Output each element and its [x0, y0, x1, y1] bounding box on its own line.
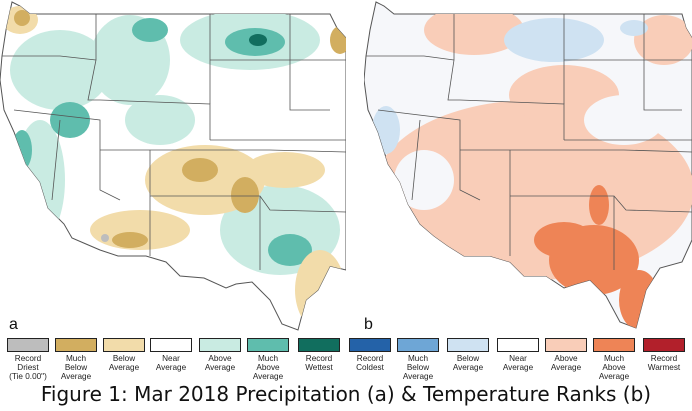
- legend-item: Below Average: [444, 338, 492, 372]
- legend-swatch: [349, 338, 391, 352]
- panel-letter-b: b: [364, 316, 373, 333]
- legend-swatch: [298, 338, 340, 352]
- legend-swatch: [199, 338, 241, 352]
- legend-label: Much Above Average: [252, 354, 284, 381]
- legend-swatch: [103, 338, 145, 352]
- legend-label: Near Average: [502, 354, 534, 372]
- legend-swatch: [447, 338, 489, 352]
- legend-swatch: [7, 338, 49, 352]
- state-boundaries: [2, 14, 346, 270]
- legend-item: Near Average: [494, 338, 542, 372]
- legend-swatch: [643, 338, 685, 352]
- legend-item: Above Average: [542, 338, 590, 372]
- legend-swatch: [247, 338, 289, 352]
- legend-label: Below Average: [108, 354, 140, 372]
- legend-item: Above Average: [196, 338, 244, 372]
- legend-label: Record Warmest: [647, 354, 681, 372]
- figure-caption: Figure 1: Mar 2018 Precipitation (a) & T…: [40, 382, 652, 406]
- legend-item: Much Above Average: [590, 338, 638, 381]
- legend-swatch: [150, 338, 192, 352]
- legend-label: Below Average: [452, 354, 484, 372]
- legend-label: Record Driest (Tie 0.00"): [9, 354, 47, 381]
- legend-swatch: [55, 338, 97, 352]
- legend-label: Much Below Average: [60, 354, 92, 381]
- legend-item: Record Warmest: [640, 338, 688, 372]
- legend-label: Record Wettest: [305, 354, 333, 372]
- state-boundaries: [366, 14, 692, 270]
- legend-label: Above Average: [204, 354, 236, 372]
- legend-swatch: [545, 338, 587, 352]
- legend-item: Below Average: [100, 338, 148, 372]
- legend-item: Record Driest (Tie 0.00"): [4, 338, 52, 381]
- legend-item: Much Below Average: [394, 338, 442, 381]
- legend-item: Record Coldest: [346, 338, 394, 372]
- panel-letter-a: a: [9, 316, 18, 333]
- legend-item: Record Wettest: [295, 338, 343, 372]
- legend-label: Much Below Average: [402, 354, 434, 381]
- legend-label: Above Average: [550, 354, 582, 372]
- legend-label: Much Above Average: [598, 354, 630, 381]
- legend-swatch: [397, 338, 439, 352]
- legend-item: Near Average: [147, 338, 195, 372]
- legend-label: Record Coldest: [356, 354, 384, 372]
- legend-item: Much Above Average: [244, 338, 292, 381]
- legend-item: Much Below Average: [52, 338, 100, 381]
- legend-label: Near Average: [155, 354, 187, 372]
- legend-swatch: [593, 338, 635, 352]
- precipitation-rank-map: [0, 1, 346, 331]
- legend-swatch: [497, 338, 539, 352]
- temperature-rank-map: [364, 1, 692, 329]
